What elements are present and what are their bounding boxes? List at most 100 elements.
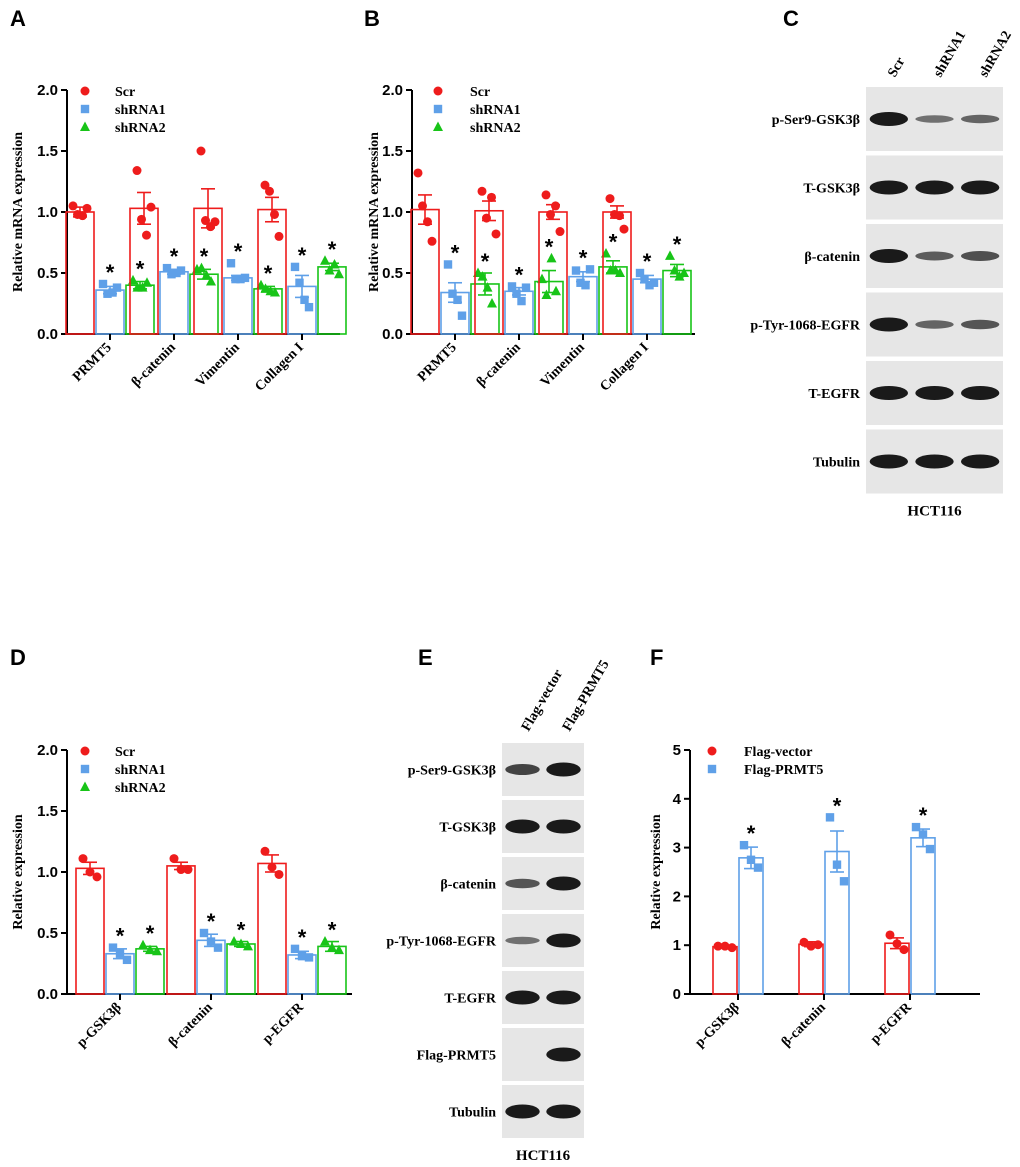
data-point: [265, 186, 274, 196]
legend-label: shRNA1: [115, 103, 166, 118]
data-point: [457, 311, 467, 320]
data-point: [674, 271, 685, 281]
data-point: [918, 830, 928, 839]
blot-band: [960, 319, 1000, 330]
data-point: [517, 296, 526, 306]
bar: [410, 208, 440, 335]
significance-star: *: [747, 821, 756, 846]
blot-band: [869, 180, 909, 195]
blot-band: [546, 876, 581, 891]
blot-e: Flag-vectorFlag-PRMT5p-Ser9-GSK3βT-GSK3β…: [386, 658, 612, 1164]
x-tick-label: p-EGFR: [260, 1000, 308, 1048]
data-point: [324, 265, 335, 275]
significance-star: *: [207, 909, 216, 934]
significance-star: *: [328, 918, 337, 943]
y-tick-label: 0.0: [37, 986, 58, 1003]
data-point: [585, 265, 595, 274]
x-tick-label: Collagen I: [252, 340, 306, 394]
data-point: [137, 214, 146, 224]
data-point: [112, 283, 122, 292]
y-axis-label: Relative mRNA expression: [11, 132, 26, 292]
significance-star: *: [234, 239, 243, 264]
significance-star: *: [116, 924, 125, 949]
data-point: [169, 854, 179, 864]
data-point: [146, 202, 156, 212]
blot-row-label: β-catenin: [440, 878, 496, 893]
y-tick-label: 0.5: [382, 265, 403, 282]
significance-star: *: [298, 243, 307, 268]
data-point: [162, 263, 172, 273]
data-point: [615, 211, 624, 221]
bar: [738, 857, 764, 995]
blot-row-label: Flag-PRMT5: [417, 1049, 496, 1064]
legend-label: shRNA2: [115, 121, 166, 136]
y-tick-label: 1.5: [37, 143, 58, 160]
blot-band: [869, 249, 909, 263]
x-tick-label: PRMT5: [415, 340, 460, 385]
data-point: [236, 274, 245, 284]
blot-band: [505, 936, 540, 945]
y-tick-label: 1: [673, 937, 681, 954]
cell-line-label: HCT116: [516, 1148, 571, 1164]
data-point: [201, 269, 212, 280]
data-point: [92, 872, 102, 882]
legend-label: shRNA2: [470, 121, 521, 136]
y-tick-label: 0.5: [37, 265, 58, 282]
y-tick-label: 1.0: [382, 204, 403, 221]
blot-band: [960, 114, 1000, 124]
data-point: [68, 201, 78, 211]
y-tick-label: 0.5: [37, 925, 58, 942]
significance-star: *: [106, 260, 115, 285]
significance-star: *: [200, 244, 209, 269]
blot-row-label: p-Tyr-1068-EGFR: [750, 319, 861, 334]
data-point: [82, 203, 92, 213]
x-tick-label: β-catenin: [129, 340, 179, 390]
data-point: [183, 865, 193, 875]
bar: [257, 862, 287, 995]
y-tick-label: 1.5: [37, 803, 58, 820]
chart-b: 0.0 0.5 1.0 1.5 2.0 Relative mRNA expression *…: [367, 82, 695, 395]
panel-letter-a: A: [10, 6, 26, 31]
data-point: [152, 945, 162, 956]
data-point: [290, 262, 300, 272]
bar: [798, 943, 824, 995]
data-point: [142, 277, 152, 287]
data-point: [825, 813, 835, 822]
data-point: [555, 227, 565, 237]
blot-band: [915, 454, 954, 469]
blot-band: [915, 386, 954, 400]
data-point: [521, 283, 531, 292]
significance-star: *: [609, 229, 618, 254]
data-point: [334, 268, 344, 279]
data-point: [145, 944, 155, 955]
legend-label: shRNA1: [115, 763, 166, 778]
blot-band: [505, 764, 540, 775]
data-point: [320, 936, 330, 946]
bar: [65, 211, 95, 335]
significance-star: *: [515, 262, 524, 287]
data-point: [231, 274, 240, 284]
y-tick-label: 5: [673, 742, 681, 759]
blot-band: [505, 990, 540, 1005]
significance-star: *: [170, 244, 179, 269]
data-point: [665, 250, 675, 260]
data-point: [423, 217, 432, 227]
data-point: [229, 936, 239, 946]
significance-star: *: [136, 256, 145, 281]
legend-marker: [433, 86, 443, 96]
chart-a: 0.0 0.5 1.0 1.5 2.0 Relative mRNA expression *…: [11, 82, 347, 395]
y-tick-label: 0.0: [37, 326, 58, 343]
bar: [159, 270, 189, 335]
y-tick-label: 0.0: [382, 326, 403, 343]
blot-band: [546, 1104, 581, 1119]
y-axis-label: Relative expression: [649, 814, 664, 929]
data-point: [334, 944, 344, 955]
legend-marker: [707, 764, 717, 774]
significance-star: *: [298, 925, 307, 950]
data-point: [226, 259, 236, 268]
blot-band: [505, 878, 540, 889]
data-point: [925, 844, 935, 854]
data-point: [911, 822, 921, 832]
data-point: [727, 943, 737, 953]
significance-star: *: [264, 261, 273, 286]
